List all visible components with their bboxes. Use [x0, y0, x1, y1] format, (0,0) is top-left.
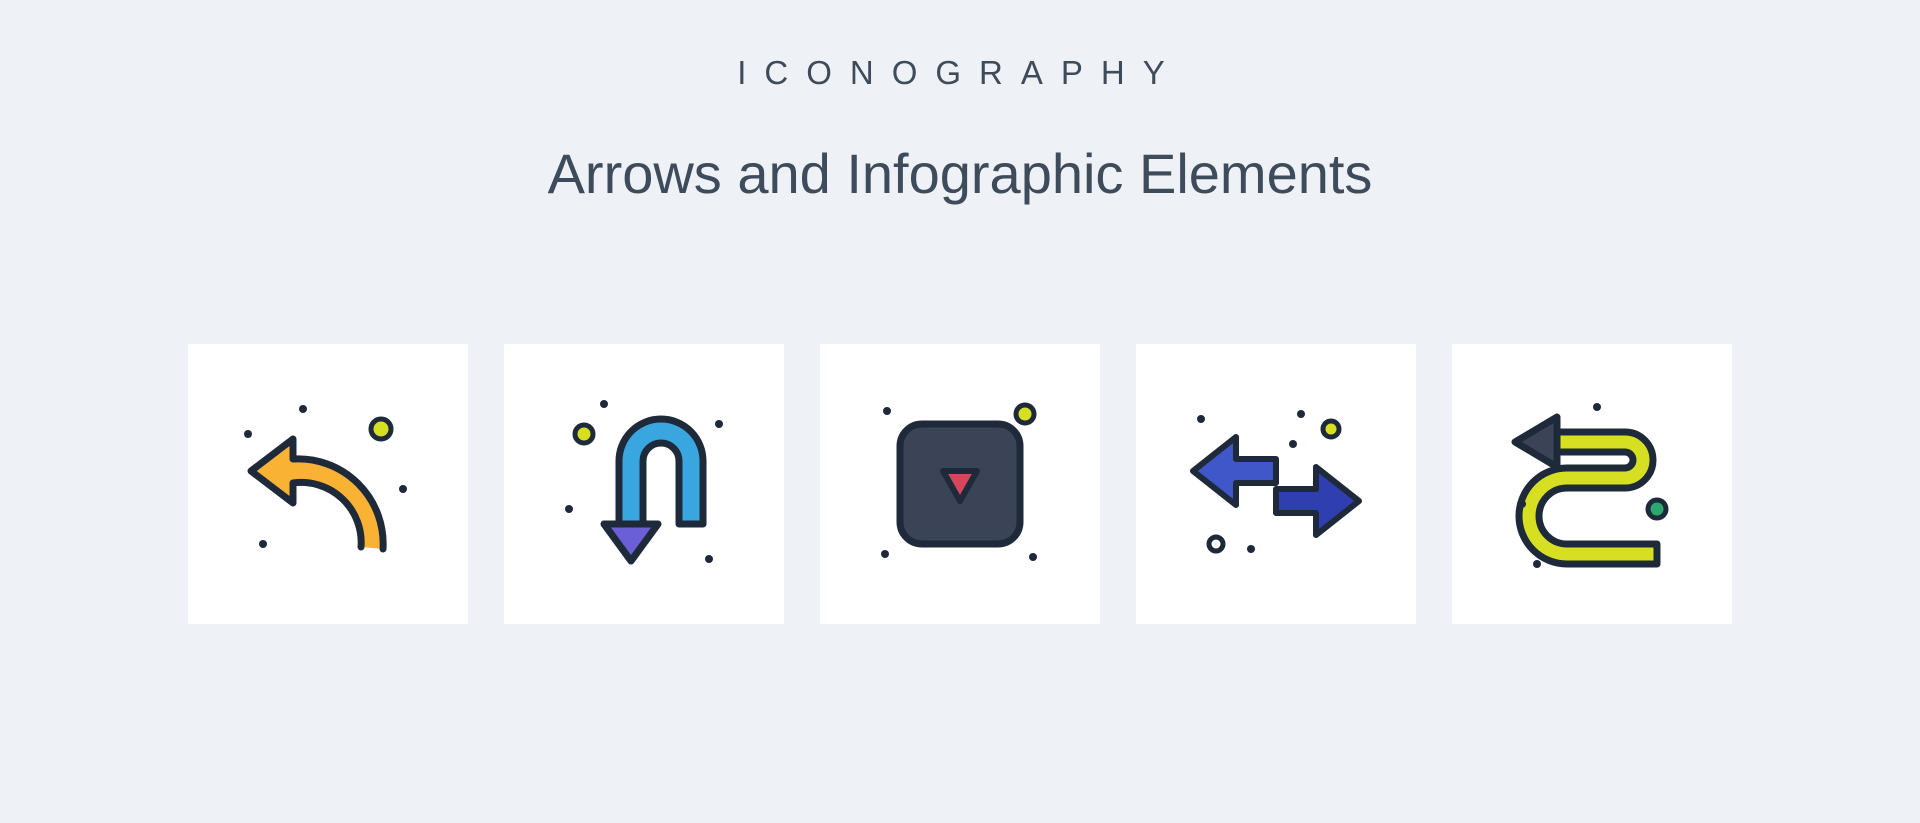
curve-arrow-left-icon: [233, 389, 423, 579]
accent-seg-0: [755, 108, 829, 113]
icon-tile: [1136, 344, 1416, 624]
card-underline: [886, 650, 1034, 657]
icon-tile: [504, 344, 784, 624]
icon-card: [504, 344, 784, 657]
icon-card: [1136, 344, 1416, 657]
header: ICONOGRAPHY Arrows and Infographic Eleme…: [548, 54, 1373, 206]
icon-card: [188, 344, 468, 657]
accent-seg-1: [839, 108, 913, 113]
card-underline: [254, 650, 402, 657]
accent-seg-4: [1091, 108, 1165, 113]
u-turn-left-icon: [549, 389, 739, 579]
icon-card: [1452, 344, 1732, 657]
icon-tile: [188, 344, 468, 624]
icon-tile: [820, 344, 1100, 624]
kicker-text: ICONOGRAPHY: [548, 54, 1373, 92]
swap-arrows-icon: [1181, 389, 1371, 579]
dropdown-box-icon: [865, 389, 1055, 579]
accent-bar: [548, 108, 1373, 113]
card-underline: [1202, 650, 1350, 657]
icon-card-row: [188, 344, 1732, 657]
icon-tile: [1452, 344, 1732, 624]
accent-seg-3: [1007, 108, 1081, 113]
page-title: Arrows and Infographic Elements: [548, 141, 1373, 206]
icon-card: [820, 344, 1100, 657]
card-underline: [1518, 650, 1666, 657]
accent-seg-2: [923, 108, 997, 113]
card-underline: [570, 650, 718, 657]
zigzag-arrow-icon: [1497, 389, 1687, 579]
